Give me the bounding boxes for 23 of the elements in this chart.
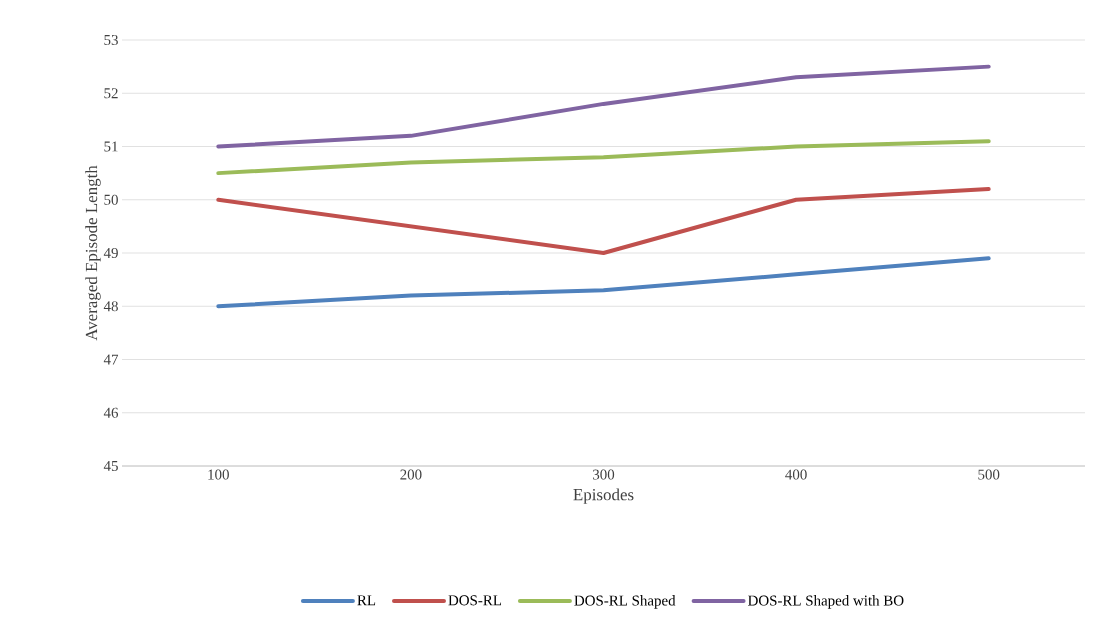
legend-label: RL (357, 595, 376, 606)
x-tick-label: 300 (593, 469, 615, 480)
legend-label: DOS-RL Shaped (574, 595, 676, 609)
y-tick-label: 50 (104, 194, 118, 205)
legend-label: DOS-RL Shaped with BO (748, 595, 904, 609)
y-axis-title: Averaged Episode Length (85, 165, 101, 341)
x-tick-label: 500 (978, 469, 1000, 480)
y-tick-label: 53 (104, 34, 118, 46)
line-series (216, 64, 991, 149)
y-tick-label: 51 (104, 141, 118, 152)
x-tick-label: 100 (208, 469, 229, 480)
x-axis-title: Episodes (573, 488, 634, 504)
y-tick-label: 46 (103, 407, 119, 418)
x-tick-label: 200 (400, 469, 422, 480)
line-series (216, 139, 991, 176)
y-tick-label: 47 (103, 354, 119, 365)
y-tick-label: 48 (103, 301, 118, 312)
y-tick-label: 45 (103, 461, 118, 471)
legend-label: DOS-RL (448, 595, 502, 606)
line-series (216, 256, 991, 309)
y-tick-label: 49 (103, 247, 118, 259)
x-tick-label: 400 (785, 469, 807, 480)
y-tick-label: 52 (104, 88, 118, 99)
